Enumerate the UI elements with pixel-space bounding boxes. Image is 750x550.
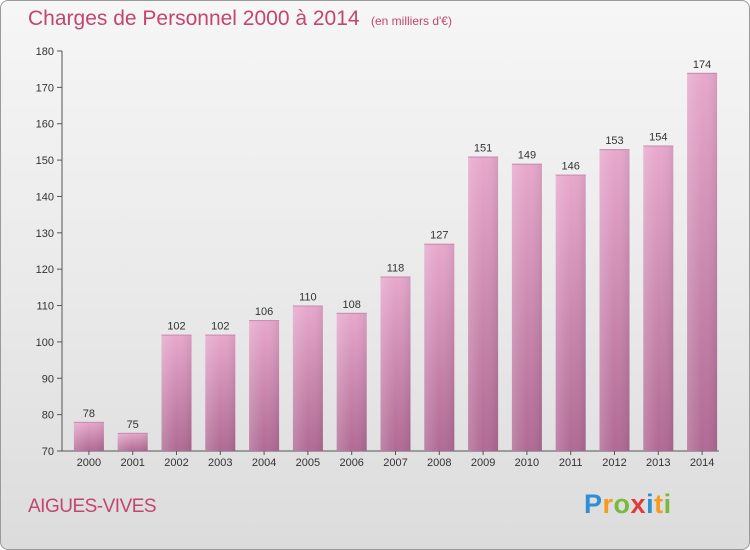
- bar-shade: [687, 72, 718, 452]
- y-tick-label: 110: [36, 301, 54, 313]
- y-tick-label: 130: [36, 228, 54, 240]
- data-label: 127: [430, 230, 448, 242]
- x-tick-label: 2005: [296, 457, 320, 469]
- data-label: 118: [387, 262, 405, 274]
- logo-letter: P: [584, 489, 603, 519]
- x-tick-label: 2003: [208, 457, 232, 469]
- bar-shade: [336, 312, 367, 451]
- data-label: 154: [649, 132, 667, 144]
- logo-letter: i: [646, 489, 655, 519]
- bar-shade: [117, 432, 148, 451]
- x-tick-label: 2012: [602, 457, 626, 469]
- bar-shade: [555, 174, 586, 452]
- x-tick-label: 2000: [77, 457, 101, 469]
- x-tick-label: 2013: [646, 457, 670, 469]
- x-tick-label: 2014: [690, 457, 714, 469]
- bar-shade: [249, 320, 280, 451]
- logo-letter: o: [613, 489, 631, 519]
- data-label: 78: [83, 408, 95, 420]
- bar-shade: [292, 305, 323, 451]
- data-label: 102: [211, 321, 229, 333]
- chart-title: Charges de Personnel 2000 à 2014: [28, 7, 360, 30]
- logo-letter: x: [630, 489, 647, 519]
- data-label: 102: [167, 321, 185, 333]
- data-label: 110: [299, 292, 317, 304]
- data-label: 174: [693, 59, 711, 71]
- x-tick-label: 2009: [471, 457, 495, 469]
- y-tick-label: 180: [36, 46, 54, 58]
- data-label: 108: [343, 299, 361, 311]
- bar-shade: [424, 243, 455, 451]
- bar-shade: [161, 334, 192, 451]
- data-label: 75: [127, 419, 139, 431]
- data-label: 149: [518, 150, 536, 162]
- x-tick-label: 2008: [427, 457, 451, 469]
- data-label: 106: [255, 306, 273, 318]
- y-tick-label: 70: [42, 446, 54, 458]
- chart-subtitle: (en milliers d'€): [371, 14, 452, 28]
- logo-letter: i: [663, 489, 672, 519]
- y-tick-label: 160: [36, 119, 54, 131]
- y-tick-label: 150: [36, 155, 54, 167]
- bar-shade: [73, 421, 104, 451]
- proxiti-logo: Proxiti: [584, 489, 672, 520]
- data-label: 151: [474, 142, 492, 154]
- bar-shade: [643, 145, 674, 451]
- x-tick-label: 2006: [339, 457, 363, 469]
- y-tick-label: 100: [36, 337, 54, 349]
- bar-shade: [468, 156, 499, 452]
- bar-shade: [380, 276, 411, 451]
- y-tick-label: 140: [36, 191, 54, 203]
- logo-letter: t: [654, 489, 664, 519]
- bar-shade: [205, 334, 236, 451]
- logo-letter: r: [602, 489, 614, 519]
- data-label: 153: [605, 135, 623, 147]
- x-tick-label: 2007: [383, 457, 407, 469]
- bar-shade: [599, 149, 630, 451]
- x-tick-label: 2001: [120, 457, 144, 469]
- y-tick-label: 90: [42, 373, 54, 385]
- commune-name: AIGUES-VIVES: [28, 496, 157, 517]
- x-tick-label: 2010: [515, 457, 539, 469]
- x-tick-label: 2004: [252, 457, 276, 469]
- y-tick-label: 120: [36, 264, 54, 276]
- x-tick-label: 2002: [164, 457, 188, 469]
- data-label: 146: [562, 161, 580, 173]
- x-tick-label: 2011: [559, 457, 583, 469]
- bar-shade: [511, 163, 542, 451]
- y-tick-label: 80: [42, 410, 54, 422]
- y-tick-label: 170: [36, 82, 54, 94]
